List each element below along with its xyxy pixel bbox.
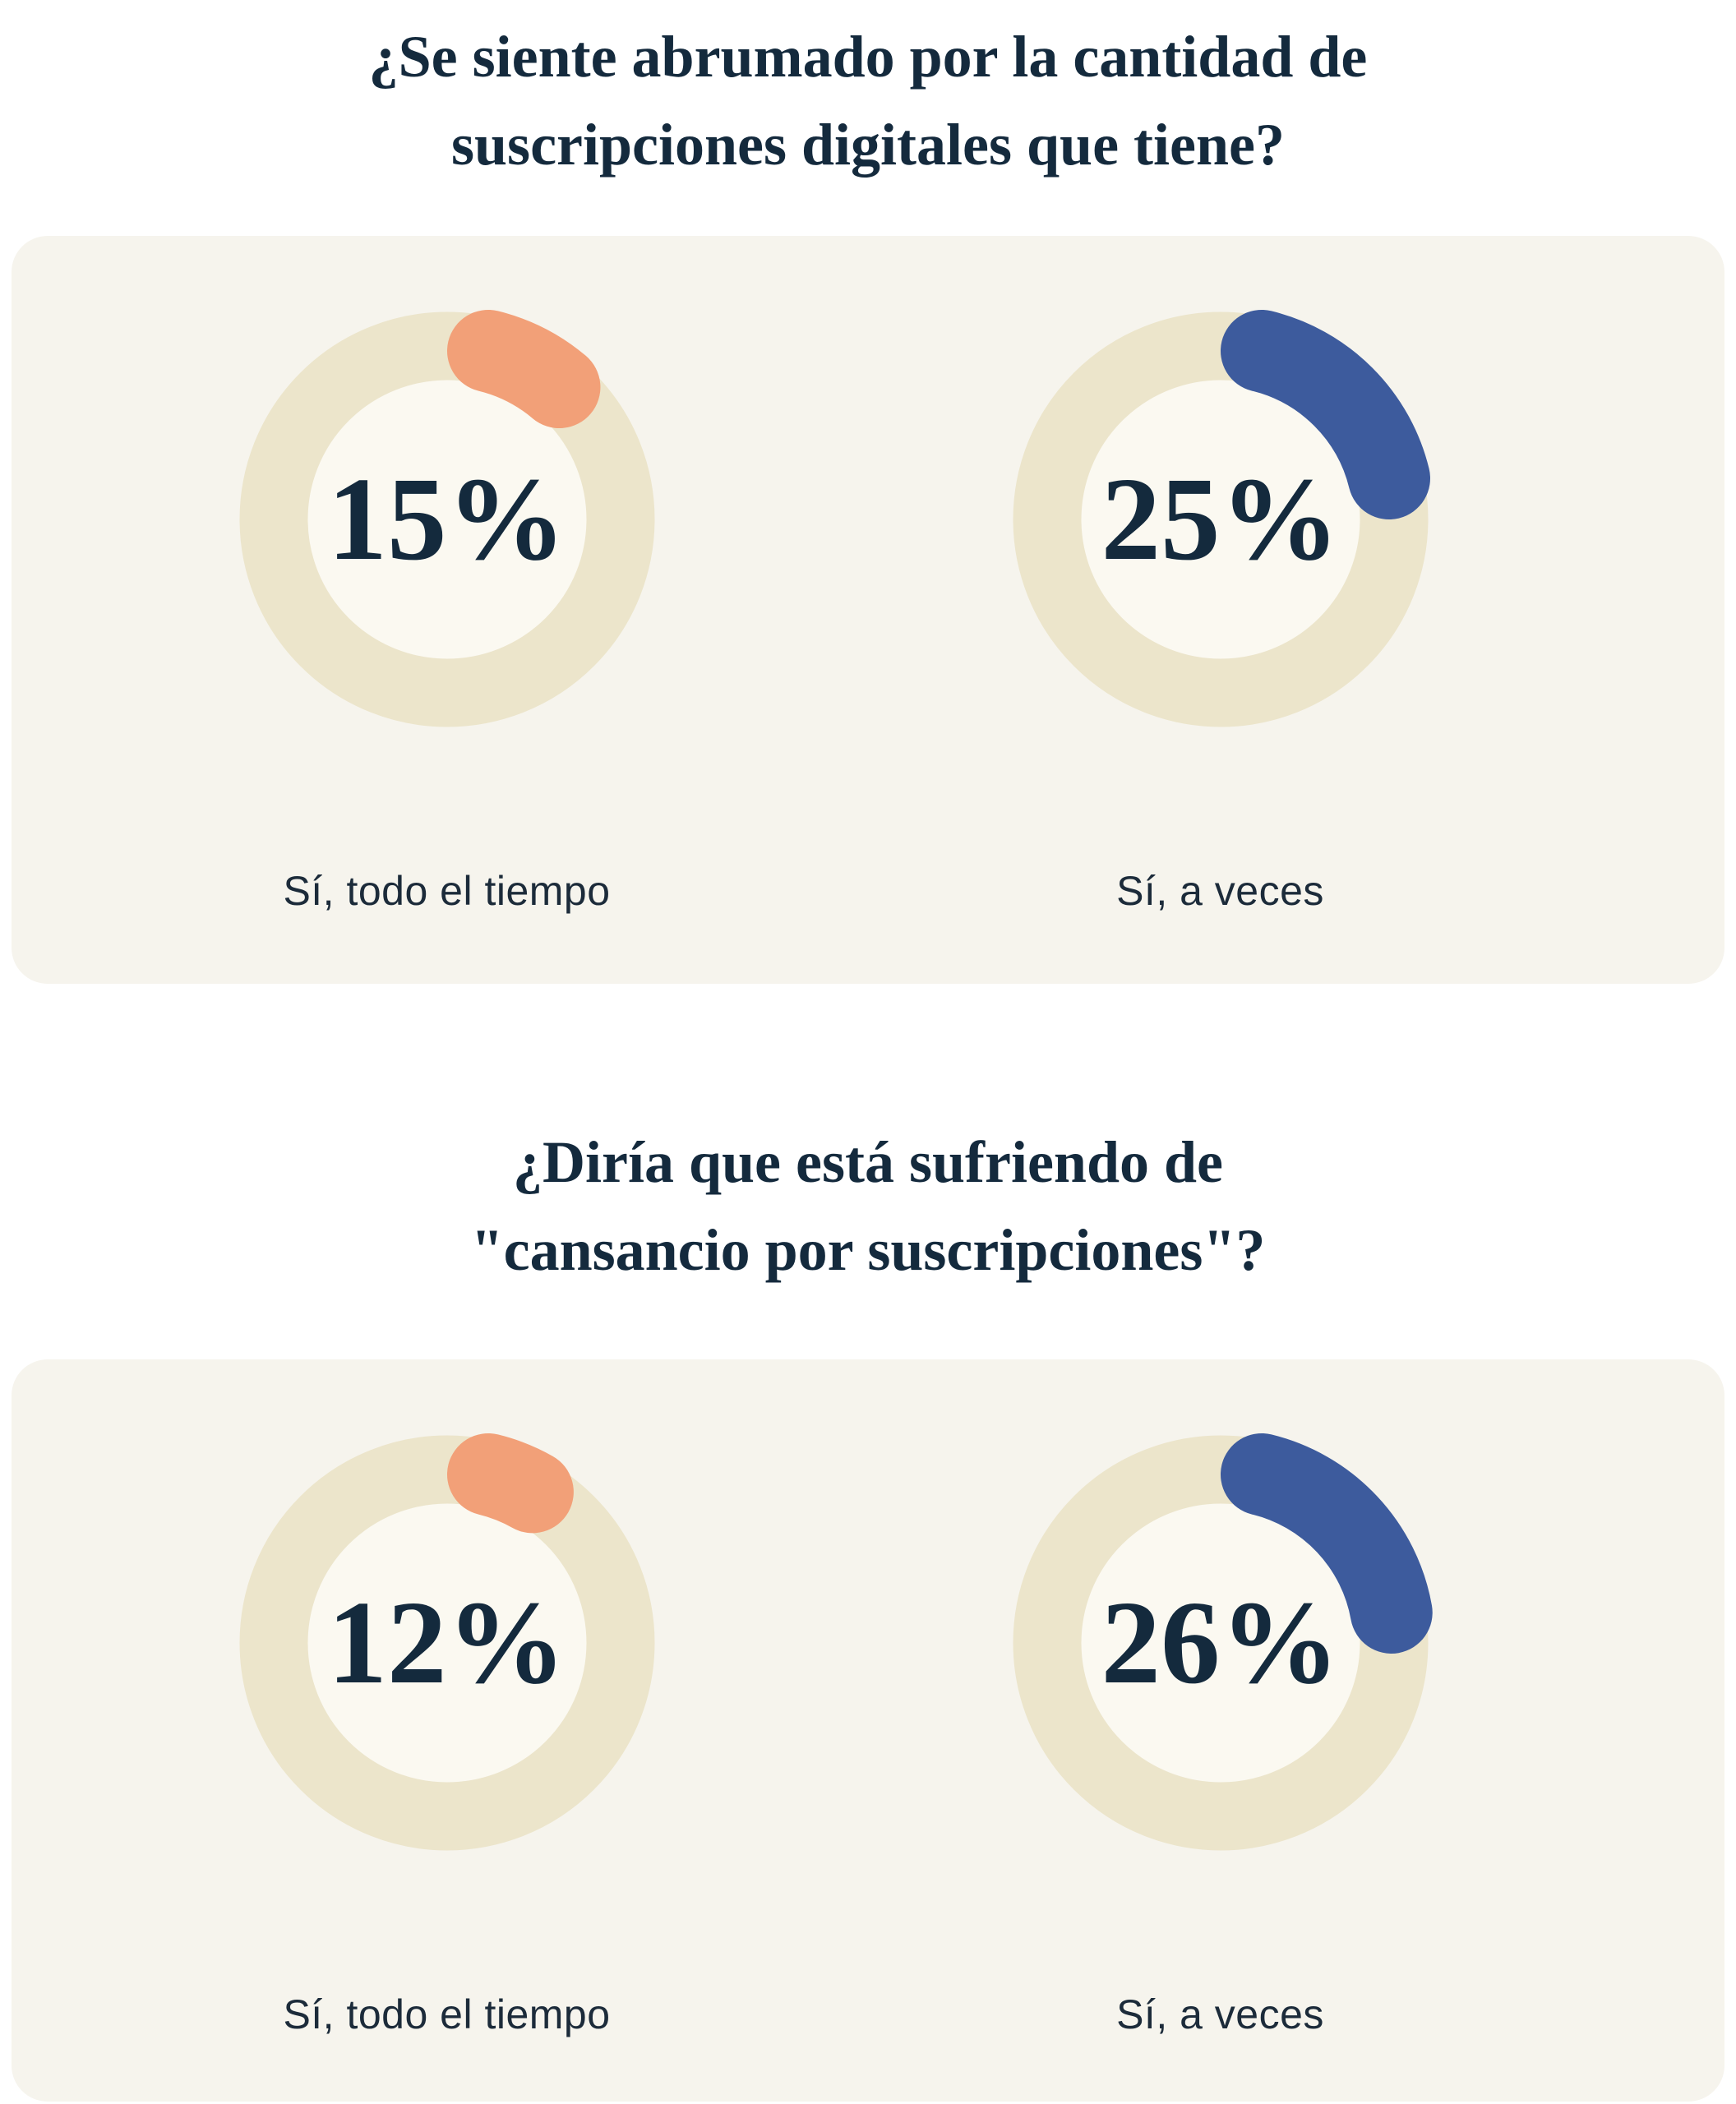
donut-wrap: 12% bbox=[229, 1425, 665, 1861]
donut-sometimes: 26% Sí, a veces bbox=[1003, 1425, 1438, 2039]
donut-ring-blue bbox=[1003, 1425, 1438, 1861]
chart-card-fatigue: 12% Sí, todo el tiempo 26% Sí, a veces bbox=[12, 1359, 1724, 2102]
donut-wrap: 25% bbox=[1003, 302, 1438, 737]
donut-wrap: 26% bbox=[1003, 1425, 1438, 1861]
donut-label: Sí, todo el tiempo bbox=[283, 868, 611, 914]
chart-card-overwhelmed: 15% Sí, todo el tiempo 25% Sí, a veces bbox=[12, 236, 1724, 984]
donut-ring-orange bbox=[229, 302, 665, 737]
donut-value: 15% bbox=[327, 454, 566, 585]
question-title-line: "cansancio por suscripciones"? bbox=[470, 1217, 1266, 1283]
donut-value: 26% bbox=[1101, 1577, 1340, 1709]
question-title-fatigue: ¿Diría que está sufriendo de "cansancio … bbox=[0, 1119, 1736, 1294]
subscription-survey-infographic: ¿Se siente abrumado por la cantidad de s… bbox=[0, 13, 1736, 2102]
donut-label: Sí, a veces bbox=[1116, 868, 1324, 914]
donut-wrap: 15% bbox=[229, 302, 665, 737]
section-overwhelmed-question: ¿Se siente abrumado por la cantidad de s… bbox=[0, 13, 1736, 984]
question-title-overwhelmed: ¿Se siente abrumado por la cantidad de s… bbox=[0, 13, 1736, 189]
donut-ring-orange bbox=[229, 1425, 665, 1861]
question-title-line: ¿Se siente abrumado por la cantidad de bbox=[368, 24, 1368, 90]
question-title-line: suscripciones digitales que tiene? bbox=[450, 112, 1285, 178]
donut-all-the-time: 15% Sí, todo el tiempo bbox=[229, 302, 665, 916]
donut-row: 15% Sí, todo el tiempo 25% Sí, a veces bbox=[0, 236, 1690, 916]
donut-sometimes: 25% Sí, a veces bbox=[1003, 302, 1438, 916]
donut-all-the-time: 12% Sí, todo el tiempo bbox=[229, 1425, 665, 2039]
donut-ring-blue bbox=[1003, 302, 1438, 737]
donut-label: Sí, a veces bbox=[1116, 1991, 1324, 2037]
donut-value: 25% bbox=[1101, 454, 1340, 585]
section-fatigue-question: ¿Diría que está sufriendo de "cansancio … bbox=[0, 1119, 1736, 2102]
donut-row: 12% Sí, todo el tiempo 26% Sí, a veces bbox=[0, 1359, 1690, 2039]
question-title-line: ¿Diría que está sufriendo de bbox=[513, 1129, 1223, 1195]
donut-value: 12% bbox=[327, 1577, 566, 1709]
donut-label: Sí, todo el tiempo bbox=[283, 1991, 611, 2037]
